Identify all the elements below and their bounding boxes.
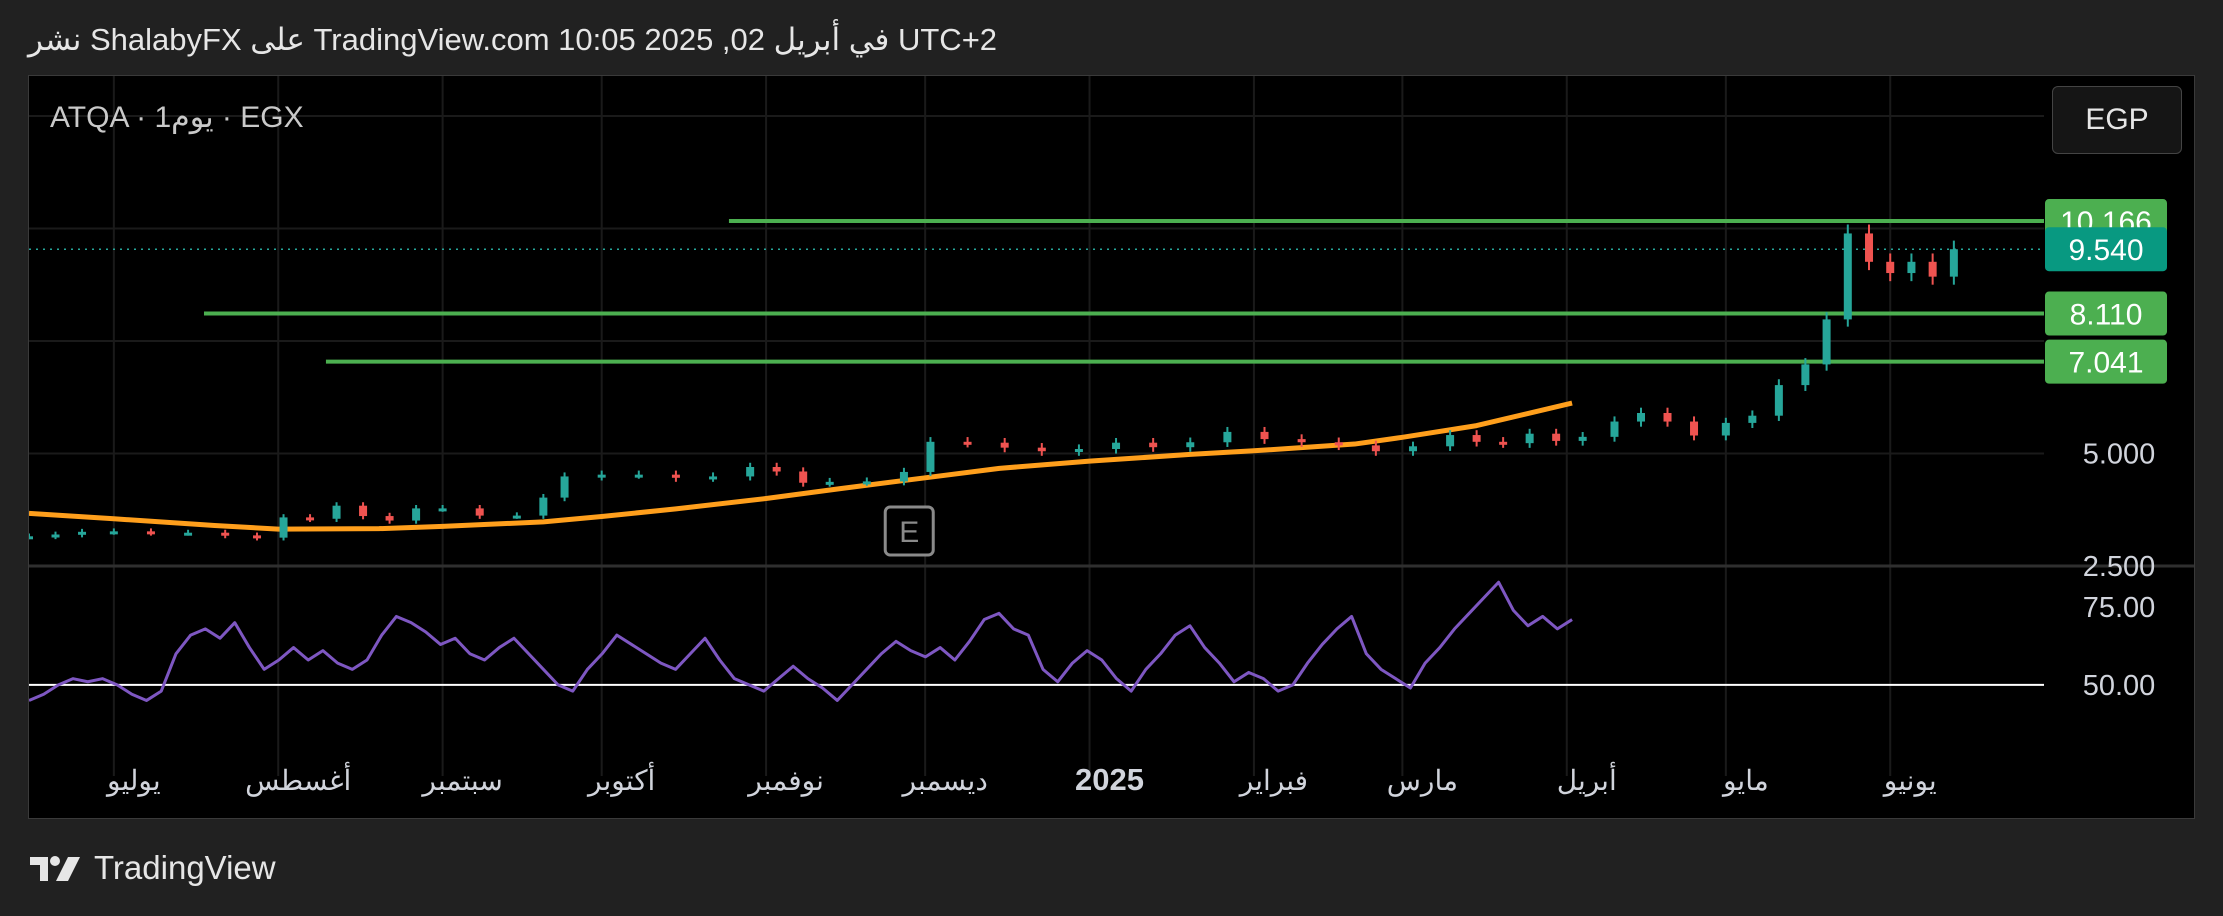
candle-body: [1843, 233, 1852, 320]
candle-body: [1260, 431, 1269, 440]
candle-body: [539, 497, 548, 516]
candle-body: [1112, 442, 1121, 449]
candle-body: [1552, 433, 1561, 441]
candle-body: [597, 474, 606, 478]
earnings-marker-icon: [883, 505, 935, 557]
candle-body: [1774, 385, 1783, 416]
rsi-axis-tick: 75.00: [2083, 592, 2156, 624]
candle-body: [1690, 421, 1699, 436]
candle-body: [1637, 413, 1645, 422]
footer-brand[interactable]: TradingView: [28, 846, 276, 890]
candle-body: [1525, 433, 1534, 444]
publish-info: نشر ShalabyFX على TradingView.com 10:05 …: [28, 22, 998, 57]
candle-body: [279, 517, 288, 538]
time-axis-label: ديسمبر: [900, 765, 987, 797]
candle-body: [1149, 442, 1158, 448]
candle-body: [1822, 319, 1831, 365]
candle-body: [109, 531, 118, 535]
candle-body: [1907, 261, 1916, 274]
time-axis-label: 2025: [1075, 762, 1144, 797]
time-axis-label: فبراير: [1238, 765, 1308, 797]
candle-body: [412, 508, 421, 521]
candle-body: [306, 517, 315, 521]
candle-body: [899, 471, 908, 482]
candle-body: [825, 481, 834, 485]
price-axis-tick: 2.500: [2083, 551, 2156, 583]
candle-body: [1297, 439, 1306, 443]
time-axis-label: سبتمبر: [420, 765, 502, 797]
currency-button[interactable]: EGP: [2052, 86, 2182, 154]
candle-body: [1446, 435, 1455, 447]
candle-body: [1037, 447, 1046, 452]
candle-body: [146, 531, 155, 535]
candle-body: [29, 536, 33, 540]
moving-average-line: [29, 400, 1573, 532]
time-axis-label: يونيو: [1882, 765, 1937, 797]
candle-body: [634, 474, 643, 478]
time-axis-label: أغسطس: [245, 762, 351, 797]
time-axis-label: أكتوبر: [586, 762, 655, 797]
price-badge-label: 7.041: [2068, 347, 2143, 380]
candle-body: [184, 532, 193, 536]
candle-body: [51, 534, 60, 538]
candle-body: [1334, 442, 1343, 446]
candle-body: [1610, 421, 1619, 437]
candle-body: [1886, 261, 1895, 274]
candle-body: [1865, 233, 1874, 262]
candle-body: [799, 471, 808, 483]
candle-body: [1748, 415, 1757, 423]
candle-body: [746, 467, 755, 477]
time-axis-label: مارس: [1387, 765, 1458, 797]
price-badge: [2045, 291, 2167, 336]
candle-body: [438, 508, 447, 512]
candle-body: [1578, 436, 1587, 441]
price-axis-tick: 5.000: [2083, 439, 2156, 471]
candle-body: [926, 441, 935, 472]
candle-body: [1928, 261, 1937, 277]
candle-body: [385, 516, 394, 521]
candle-body: [862, 481, 871, 485]
candle-body: [1371, 445, 1380, 452]
symbol-label[interactable]: ATQA · 1يوم · EGX: [50, 101, 304, 134]
price-badge-label: 9.540: [2068, 234, 2143, 267]
chart-canvas[interactable]: E12.5005.0002.50075.0050.0010.1669.5408.…: [29, 76, 2195, 819]
candle-body: [1408, 446, 1417, 452]
candle-body: [1721, 422, 1730, 436]
candle-body: [78, 531, 87, 535]
candle-body: [512, 515, 521, 519]
candle-body: [1074, 449, 1083, 452]
candle-body: [671, 474, 680, 478]
price-badge-label: 8.110: [2070, 299, 2143, 332]
candle-body: [963, 441, 972, 445]
candle-body: [253, 535, 262, 539]
candle-body: [772, 467, 781, 472]
rsi-line: [29, 580, 1573, 702]
candle-body: [1949, 249, 1958, 277]
candle-body: [332, 505, 341, 519]
candle-body: [1000, 442, 1009, 448]
time-axis-label: يوليو: [105, 765, 161, 797]
price-badge: [2045, 227, 2167, 272]
price-badge: [2045, 339, 2167, 384]
candle-body: [560, 476, 569, 498]
candle-body: [1223, 431, 1232, 443]
candle-body: [1499, 441, 1508, 445]
tradingview-logo-icon: [30, 856, 80, 881]
candle-body: [475, 508, 484, 516]
candle-body: [709, 476, 718, 480]
candle-body: [221, 532, 230, 536]
brand-name: TradingView: [94, 849, 276, 886]
candle-body: [1663, 413, 1672, 422]
candle-body: [1186, 442, 1195, 448]
candle-body: [359, 505, 368, 517]
time-axis-label: أبريل: [1557, 762, 1617, 797]
time-axis-label: مايو: [1721, 765, 1769, 797]
candle-body: [1801, 364, 1810, 386]
time-axis-label: نوفمبر: [746, 765, 824, 797]
chart-panel[interactable]: E12.5005.0002.50075.0050.0010.1669.5408.…: [28, 75, 2195, 819]
rsi-axis-tick: 50.00: [2083, 670, 2156, 702]
candle-body: [1472, 435, 1481, 442]
earnings-marker-label: E: [899, 516, 919, 549]
